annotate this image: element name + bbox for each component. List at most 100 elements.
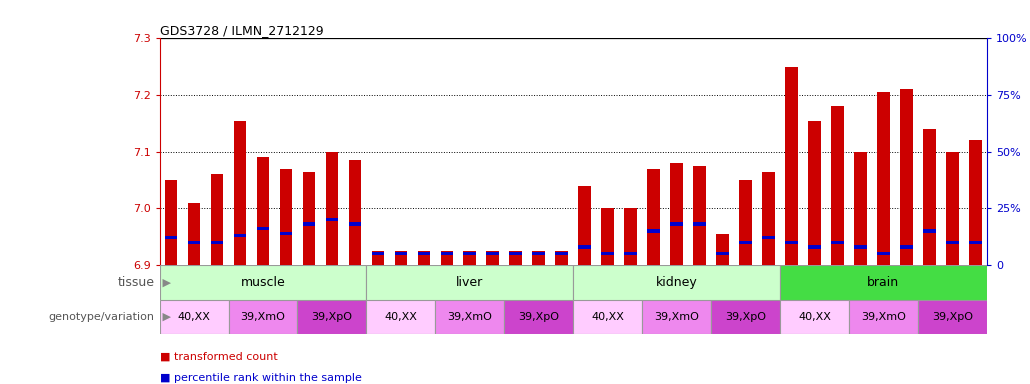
Bar [533,252,545,255]
Bar [969,241,982,244]
Bar [831,106,844,265]
Bar [303,172,315,265]
Bar [849,300,918,334]
Bar [831,241,844,244]
Bar [298,300,367,334]
Text: liver: liver [456,276,483,289]
Bar [256,227,270,230]
Bar [280,232,293,235]
Bar [854,245,866,248]
Bar [946,152,959,265]
Text: 39,XpO: 39,XpO [311,312,352,322]
Bar [780,300,849,334]
Text: ▶: ▶ [159,312,171,322]
Bar [211,241,224,244]
Bar [573,265,780,300]
Bar [303,222,315,226]
Bar [486,252,500,255]
Text: 40,XX: 40,XX [384,312,417,322]
Bar [624,252,637,255]
Bar [740,241,752,244]
Bar [464,252,476,255]
Bar [160,265,367,300]
Bar [367,300,436,334]
Bar [256,157,270,265]
Bar [624,208,637,265]
Bar [602,252,614,255]
Bar [441,251,453,265]
Bar [165,180,177,265]
Bar [923,129,935,265]
Text: ▶: ▶ [159,277,171,287]
Bar [367,265,573,300]
Bar [555,251,568,265]
Bar [969,140,982,265]
Bar [372,251,384,265]
Bar [711,300,780,334]
Text: brain: brain [867,276,899,289]
Bar [785,67,798,265]
Text: 39,XpO: 39,XpO [518,312,559,322]
Text: 39,XmO: 39,XmO [241,312,285,322]
Bar [187,203,201,265]
Bar [533,251,545,265]
Bar [510,251,522,265]
Bar [877,252,890,255]
Text: GDS3728 / ILMN_2712129: GDS3728 / ILMN_2712129 [160,24,323,37]
Bar [693,166,706,265]
Bar [762,172,775,265]
Text: 40,XX: 40,XX [798,312,831,322]
Text: 39,XmO: 39,XmO [654,312,699,322]
Bar [505,300,573,334]
Text: kidney: kidney [656,276,697,289]
Bar [716,252,729,255]
Text: ■ percentile rank within the sample: ■ percentile rank within the sample [160,373,362,383]
Bar [165,236,177,240]
Text: 40,XX: 40,XX [177,312,210,322]
Bar [436,300,505,334]
Bar [671,163,683,265]
Bar [780,265,987,300]
Bar [417,251,431,265]
Text: 39,XpO: 39,XpO [932,312,972,322]
Bar [900,89,913,265]
Bar [642,300,711,334]
Bar [229,300,298,334]
Bar [325,218,338,221]
Bar [234,121,246,265]
Bar [671,222,683,226]
Text: ■ transformed count: ■ transformed count [160,352,277,362]
Bar [348,160,362,265]
Bar [187,241,201,244]
Text: 39,XmO: 39,XmO [861,312,905,322]
Bar [573,300,642,334]
Bar [946,241,959,244]
Bar [510,252,522,255]
Text: 39,XpO: 39,XpO [725,312,766,322]
Bar [372,252,384,255]
Bar [579,245,591,248]
Bar [441,252,453,255]
Bar [348,222,362,226]
Bar [325,152,338,265]
Bar [464,251,476,265]
Bar [918,300,987,334]
Bar [740,180,752,265]
Bar [394,252,407,255]
Bar [693,222,706,226]
Bar [762,236,775,240]
Text: genotype/variation: genotype/variation [48,312,154,322]
Bar [417,252,431,255]
Bar [809,245,821,248]
Bar [234,234,246,237]
Bar [716,234,729,265]
Bar [486,251,500,265]
Text: 39,XmO: 39,XmO [447,312,492,322]
Bar [394,251,407,265]
Bar [877,92,890,265]
Bar [785,241,798,244]
Bar [211,174,224,265]
Bar [854,152,866,265]
Bar [579,185,591,265]
Bar [555,252,568,255]
